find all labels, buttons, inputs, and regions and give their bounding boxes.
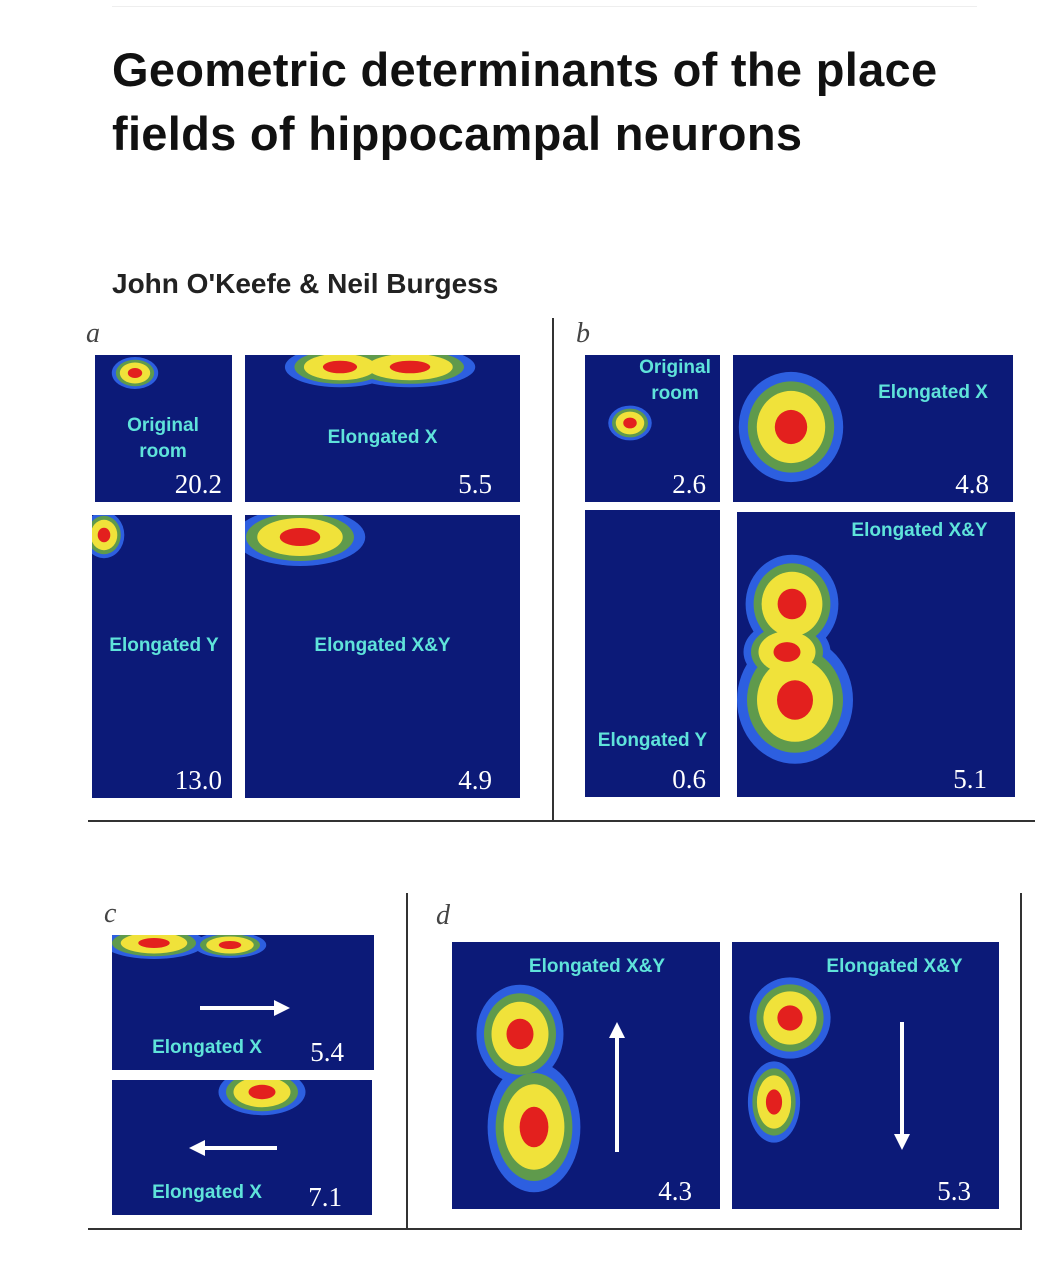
divider — [406, 893, 408, 1228]
map-label: Elongated Y — [597, 730, 708, 751]
field-blob — [127, 368, 143, 378]
peak-rate: 4.3 — [658, 1176, 692, 1206]
peak-rate: 5.4 — [310, 1037, 344, 1067]
firing-map: Elongated X&Y 4.9 — [245, 515, 520, 798]
map-label: Elongated Y — [109, 635, 219, 656]
field-blob — [322, 360, 358, 374]
heatmap — [747, 977, 910, 1150]
map-label: Elongated X — [152, 1182, 262, 1203]
firing-map: Elongated X&Y 5.3 — [732, 942, 999, 1209]
field-blob — [777, 680, 813, 720]
firing-map: Elongated X 5.5 — [245, 355, 520, 502]
firing-map: Elongated Y 0.6 — [585, 510, 720, 797]
panel-label: d — [436, 900, 450, 931]
authors: John O'Keefe & Neil Burgess — [112, 268, 499, 299]
firing-map: Elongated X 7.1 — [112, 1080, 372, 1215]
firing-map: Elongated X&Y 5.1 — [737, 512, 1015, 797]
divider — [88, 820, 1035, 822]
field-blob — [765, 1089, 783, 1115]
arrow-head — [609, 1022, 625, 1038]
map-label: Elongated X — [327, 427, 438, 448]
firing-map: Elongated X&Y 4.3 — [452, 942, 720, 1209]
map-label: Elongated X&Y — [528, 956, 666, 977]
heatmap — [112, 935, 290, 1016]
map-label: Elongated X&Y — [314, 635, 451, 656]
peak-rate: 7.1 — [308, 1182, 342, 1212]
heatmap — [189, 1080, 306, 1156]
panel-label: a — [86, 318, 100, 349]
field-blob — [777, 588, 807, 620]
peak-rate: 5.5 — [458, 469, 492, 499]
peak-rate: 2.6 — [672, 469, 706, 499]
heatmap — [284, 355, 476, 388]
heatmap — [608, 405, 652, 441]
field-blob — [774, 409, 808, 445]
divider — [1020, 893, 1022, 1228]
map-label: Elongated X — [152, 1037, 262, 1058]
peak-rate: 13.0 — [174, 765, 222, 795]
panel-label: c — [104, 898, 117, 929]
field-blob — [97, 527, 111, 543]
top-rule — [112, 6, 977, 7]
field-blob — [773, 642, 801, 662]
divider — [88, 1228, 1022, 1230]
firing-map: Original room 2.6 — [585, 355, 720, 502]
heatmap — [737, 554, 853, 764]
divider — [552, 318, 554, 820]
map-label: Original room — [127, 415, 199, 462]
firing-map: Elongated X 5.4 — [112, 935, 374, 1070]
field-blob — [519, 1106, 549, 1148]
map-label: Original room — [639, 357, 711, 404]
heatmap — [245, 515, 366, 566]
peak-rate: 4.8 — [955, 469, 989, 499]
map-label: Elongated X&Y — [826, 956, 963, 977]
peak-rate: 5.3 — [937, 1176, 971, 1206]
firing-map: Elongated X 4.8 — [733, 355, 1013, 502]
field-blob — [218, 940, 242, 950]
firing-map: Elongated Y 13.0 — [92, 515, 232, 798]
panel-label: b — [576, 318, 590, 349]
field-blob — [389, 360, 431, 374]
map-label: Elongated X — [878, 382, 988, 403]
arrow-head — [274, 1000, 290, 1016]
heatmap — [92, 515, 125, 559]
arrow-head — [189, 1140, 205, 1156]
peak-rate: 20.2 — [174, 469, 222, 499]
paper-title: Geometric determinants of the place fiel… — [112, 43, 938, 160]
arrow-head — [894, 1134, 910, 1150]
field-blob — [506, 1018, 534, 1050]
field-blob — [248, 1084, 276, 1100]
field-blob — [623, 417, 637, 429]
heatmap — [476, 984, 625, 1193]
peak-rate: 0.6 — [672, 764, 706, 794]
firing-map: Original room 20.2 — [95, 355, 232, 502]
field-blob — [279, 528, 321, 546]
field-blob — [138, 938, 170, 948]
peak-rate: 4.9 — [458, 765, 492, 795]
map-label: Elongated X&Y — [851, 520, 988, 541]
peak-rate: 5.1 — [953, 764, 987, 794]
field-blob — [777, 1005, 803, 1031]
heatmap — [111, 357, 159, 389]
heatmap — [738, 371, 844, 483]
